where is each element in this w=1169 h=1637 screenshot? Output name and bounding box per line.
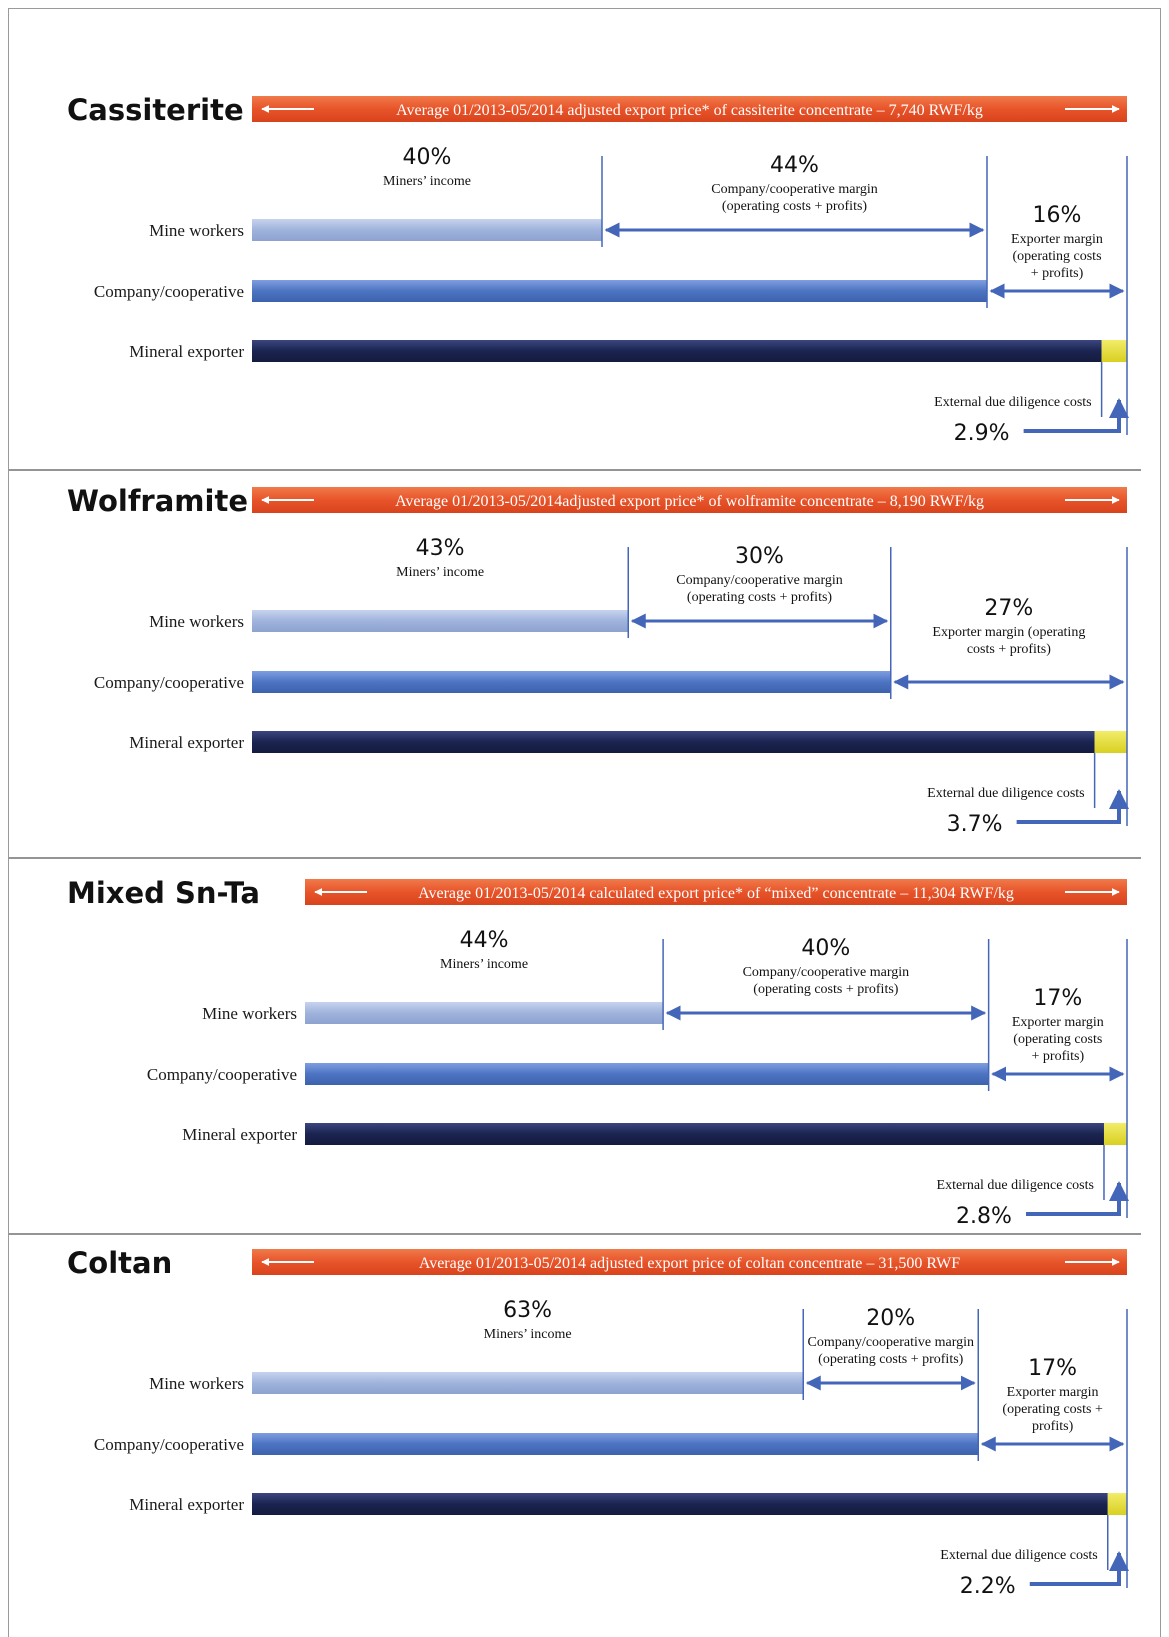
row-label-company-cooperative: Company/cooperative xyxy=(94,282,244,301)
due-diligence-arrow xyxy=(1016,789,1129,824)
bar-mineral-exporter xyxy=(252,731,1095,753)
bar-due-diligence xyxy=(1103,1123,1127,1145)
segment-caption-3: Exporter margin xyxy=(1011,232,1103,247)
segment-pct-2: 40% xyxy=(801,936,850,961)
price-banner-text: Average 01/2013-05/2014 adjusted export … xyxy=(396,102,983,119)
price-banner-text: Average 01/2013-05/2014 calculated expor… xyxy=(418,885,1014,902)
row-label-mine-workers: Mine workers xyxy=(149,221,244,240)
segment-caption-3: + profits) xyxy=(1031,266,1084,281)
row-label-company-cooperative: Company/cooperative xyxy=(147,1065,297,1084)
figure-frame xyxy=(8,8,1161,1637)
segment-caption-1: Miners’ income xyxy=(484,1327,572,1342)
due-diligence-pct: 2.8% xyxy=(956,1204,1012,1229)
panel-wolframite: Wolframite Average 01/2013-05/2014adjuste… xyxy=(9,484,1141,859)
due-diligence-label: External due diligence costs xyxy=(934,395,1091,410)
due-diligence-label: External due diligence costs xyxy=(927,786,1084,801)
segment-pct-3: 27% xyxy=(984,596,1033,621)
bar-company-cooperative xyxy=(252,280,987,302)
bar-company-cooperative xyxy=(252,1433,979,1455)
segment-caption-2: Company/cooperative margin xyxy=(743,965,910,980)
bar-mineral-exporter xyxy=(252,340,1102,362)
row-label-company-cooperative: Company/cooperative xyxy=(94,673,244,692)
price-banner-text: Average 01/2013-05/2014 adjusted export … xyxy=(419,1255,960,1272)
bar-mine-workers xyxy=(252,1372,804,1394)
bar-due-diligence xyxy=(1107,1493,1127,1515)
segment-pct-1: 40% xyxy=(403,145,452,170)
row-label-mineral-exporter: Mineral exporter xyxy=(129,733,244,752)
bar-company-cooperative xyxy=(252,671,891,693)
due-diligence-pct: 2.9% xyxy=(954,421,1010,446)
segment-caption-2: (operating costs + profits) xyxy=(722,199,867,214)
segment-caption-2: (operating costs + profits) xyxy=(687,590,832,605)
bar-mineral-exporter xyxy=(252,1493,1108,1515)
price-banner xyxy=(252,1249,1127,1275)
price-banner-text: Average 01/2013-05/2014adjusted export p… xyxy=(395,493,984,510)
panel-mixed-sn-ta: Mixed Sn-Ta Average 01/2013-05/2014 calcu… xyxy=(9,876,1141,1235)
panel-title: Wolframite xyxy=(67,484,248,518)
due-diligence-arrow xyxy=(1023,398,1129,433)
segment-pct-2: 20% xyxy=(866,1306,915,1331)
segment-caption-3: Exporter margin xyxy=(1007,1385,1099,1400)
row-label-mine-workers: Mine workers xyxy=(202,1004,297,1023)
segment-pct-3: 17% xyxy=(1028,1356,1077,1381)
row-label-mine-workers: Mine workers xyxy=(149,612,244,631)
row-label-mineral-exporter: Mineral exporter xyxy=(129,1495,244,1514)
bar-mine-workers xyxy=(252,219,602,241)
price-banner xyxy=(252,96,1127,122)
segment-pct-1: 43% xyxy=(416,536,465,561)
due-diligence-arrow xyxy=(1025,1181,1129,1216)
panel-coltan: Coltan Average 01/2013-05/2014 adjusted e… xyxy=(67,1246,1129,1599)
due-diligence-pct: 2.2% xyxy=(960,1574,1016,1599)
due-diligence-arrow xyxy=(1029,1551,1129,1586)
segment-caption-2: Company/cooperative margin xyxy=(807,1335,974,1350)
segment-caption-3: Exporter margin xyxy=(1012,1015,1104,1030)
panel-title: Cassiterite xyxy=(67,93,244,127)
segment-caption-1: Miners’ income xyxy=(440,957,528,972)
segment-caption-3: costs + profits) xyxy=(967,642,1051,657)
segment-caption-3: (operating costs xyxy=(1012,249,1101,264)
segment-caption-3: (operating costs xyxy=(1013,1032,1102,1047)
price-banner xyxy=(252,487,1127,513)
panel-title: Coltan xyxy=(67,1246,172,1280)
segment-caption-3: profits) xyxy=(1032,1419,1074,1434)
due-diligence-label: External due diligence costs xyxy=(940,1548,1097,1563)
bar-mine-workers xyxy=(305,1002,664,1024)
price-banner xyxy=(305,879,1127,905)
segment-pct-2: 30% xyxy=(735,544,784,569)
due-diligence-pct: 3.7% xyxy=(947,812,1003,837)
segment-pct-2: 44% xyxy=(770,153,819,178)
segment-caption-2: Company/cooperative margin xyxy=(676,573,843,588)
segment-pct-3: 17% xyxy=(1033,986,1082,1011)
row-label-mineral-exporter: Mineral exporter xyxy=(129,342,244,361)
segment-caption-2: (operating costs + profits) xyxy=(818,1352,963,1367)
row-label-company-cooperative: Company/cooperative xyxy=(94,1435,244,1454)
segment-pct-1: 44% xyxy=(460,928,509,953)
bar-due-diligence xyxy=(1094,731,1127,753)
segment-caption-3: + profits) xyxy=(1032,1049,1085,1064)
segment-caption-3: Exporter margin (operating xyxy=(932,625,1085,640)
due-diligence-label: External due diligence costs xyxy=(937,1178,1094,1193)
segment-pct-1: 63% xyxy=(503,1298,552,1323)
segment-pct-3: 16% xyxy=(1033,203,1082,228)
bar-company-cooperative xyxy=(305,1063,989,1085)
segment-caption-2: Company/cooperative margin xyxy=(711,182,878,197)
row-label-mine-workers: Mine workers xyxy=(149,1374,244,1393)
segment-caption-3: (operating costs + xyxy=(1002,1402,1103,1417)
panel-title: Mixed Sn-Ta xyxy=(67,876,260,910)
segment-caption-1: Miners’ income xyxy=(383,174,471,189)
bar-due-diligence xyxy=(1101,340,1127,362)
row-label-mineral-exporter: Mineral exporter xyxy=(182,1125,297,1144)
bar-mine-workers xyxy=(252,610,629,632)
segment-caption-1: Miners’ income xyxy=(396,565,484,580)
bar-mineral-exporter xyxy=(305,1123,1104,1145)
panel-cassiterite: Cassiterite Average 01/2013-05/2014 adjus… xyxy=(9,93,1141,471)
segment-caption-2: (operating costs + profits) xyxy=(753,982,898,997)
